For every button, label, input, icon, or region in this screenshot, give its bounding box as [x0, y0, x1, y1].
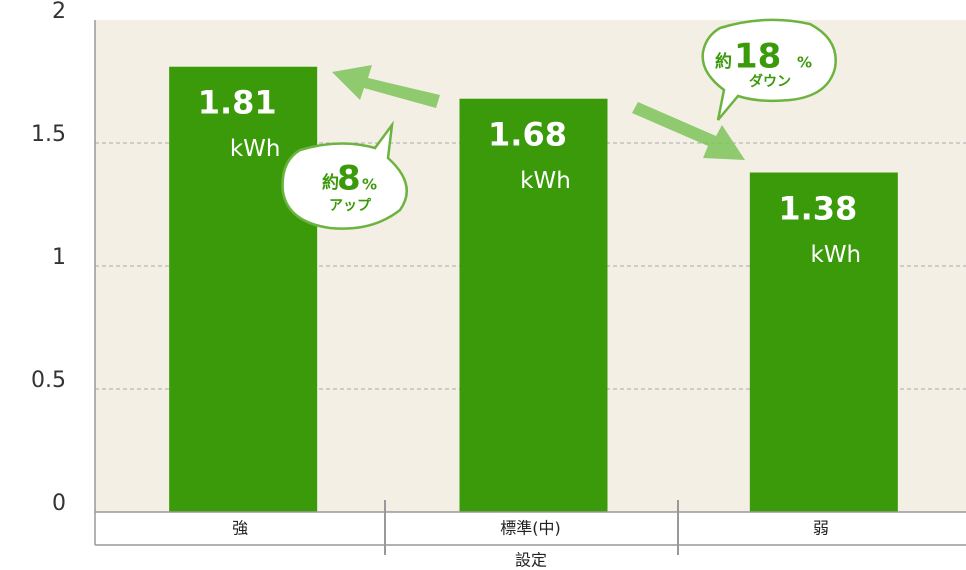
annotation-percent: % — [362, 176, 377, 194]
y-tick-label: 1 — [52, 245, 66, 270]
bar — [749, 172, 898, 512]
annotation-text: アップ — [329, 198, 372, 214]
callout-down: 約 18 % ダウン — [701, 18, 837, 121]
annotation-prefix: 約 — [322, 172, 339, 193]
callout-up: 約 8 % アップ — [281, 120, 408, 230]
x-axis-label: 設定 — [515, 551, 547, 570]
arrows — [332, 65, 745, 160]
bar — [459, 98, 608, 512]
x-tick-label: 強 — [232, 519, 248, 538]
unit-label: kWh — [230, 136, 281, 162]
value-label: 1.38 — [778, 190, 857, 228]
bar — [169, 66, 318, 513]
unit-label: kWh — [520, 168, 571, 194]
annotation-prefix: 約 — [715, 51, 732, 72]
annotation-number: 18 — [734, 37, 781, 77]
value-label: 1.81 — [198, 84, 277, 122]
y-tick-label: 2 — [52, 0, 66, 24]
y-tick-label: 0 — [52, 491, 66, 516]
category-strip — [95, 512, 966, 545]
arrow-up — [332, 65, 440, 108]
bars — [169, 66, 898, 513]
annotation-percent: % — [797, 54, 812, 72]
callout-bubble — [281, 120, 408, 230]
annotation-text: ダウン — [749, 73, 791, 90]
x-tick-label: 標準(中) — [500, 519, 561, 538]
arrow-down — [632, 102, 745, 160]
annotation-number: 8 — [337, 159, 361, 199]
unit-label: kWh — [811, 242, 862, 268]
value-label: 1.68 — [488, 116, 567, 154]
y-tick-label: 0.5 — [31, 368, 66, 393]
callout-bubble — [701, 18, 837, 121]
x-tick-label: 弱 — [813, 519, 829, 538]
y-tick-label: 1.5 — [31, 122, 66, 147]
